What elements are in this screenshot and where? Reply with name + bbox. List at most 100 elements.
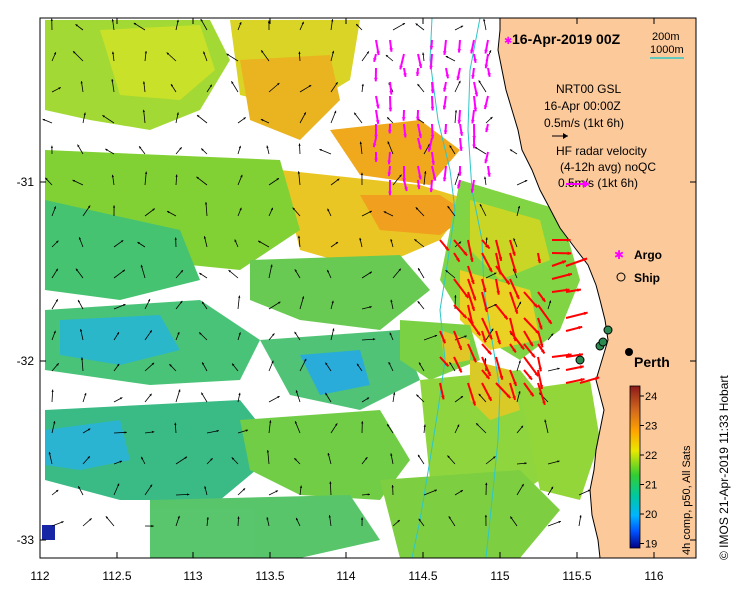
model-vector bbox=[206, 84, 213, 93]
model-vector bbox=[144, 393, 152, 403]
x-tick-label: 112.5 bbox=[102, 569, 131, 583]
red-vector bbox=[565, 288, 582, 293]
model-vector bbox=[175, 112, 179, 124]
model-vector bbox=[268, 177, 280, 186]
model-vector bbox=[423, 424, 426, 434]
model-vector bbox=[169, 363, 177, 372]
model-vector bbox=[327, 208, 332, 217]
model-vector bbox=[547, 520, 562, 527]
hf-radar-vectors bbox=[372, 39, 491, 196]
red-vector bbox=[481, 252, 493, 273]
model-vector bbox=[516, 179, 528, 186]
red-vector bbox=[453, 304, 468, 319]
model-vector bbox=[237, 145, 241, 155]
model-vector bbox=[266, 145, 270, 155]
model-vector bbox=[51, 268, 59, 279]
sst-patch bbox=[400, 320, 480, 380]
model-vector bbox=[144, 524, 154, 528]
model-vector bbox=[390, 299, 394, 310]
model-vector bbox=[516, 425, 524, 434]
model-vector bbox=[360, 172, 364, 186]
model-vector bbox=[325, 392, 332, 403]
red-vector bbox=[509, 291, 519, 314]
red-vector bbox=[523, 382, 535, 397]
model-vector bbox=[175, 269, 184, 279]
y-tick-label: -33 bbox=[17, 533, 35, 547]
red-vector bbox=[467, 278, 477, 301]
radar-vector bbox=[389, 39, 393, 52]
model-vector bbox=[42, 118, 53, 124]
model-vector bbox=[237, 516, 240, 527]
model-vector bbox=[299, 21, 304, 31]
model-vector bbox=[417, 83, 425, 93]
radar-subtitle: (4-12h avg) noQC bbox=[560, 160, 656, 174]
red-vector bbox=[523, 356, 539, 377]
model-vector bbox=[297, 235, 301, 248]
red-vector bbox=[537, 304, 553, 325]
red-vector bbox=[481, 369, 491, 380]
model-vector bbox=[51, 206, 57, 217]
model-vector bbox=[113, 269, 126, 279]
model-vector bbox=[478, 393, 487, 403]
x-tick-label: 116 bbox=[644, 569, 663, 583]
model-vector bbox=[454, 489, 464, 496]
sst-patch bbox=[60, 315, 180, 365]
model-vector bbox=[175, 146, 182, 155]
model-vector bbox=[268, 490, 279, 496]
model-vector bbox=[361, 306, 372, 310]
red-vector bbox=[537, 343, 546, 355]
model-vector bbox=[485, 456, 496, 465]
model-vector bbox=[166, 52, 177, 62]
model-vector bbox=[174, 422, 177, 434]
model-vector bbox=[454, 395, 464, 403]
colorbar-tick-label: 22 bbox=[645, 450, 657, 462]
model-vector bbox=[385, 54, 394, 62]
radar-vector bbox=[373, 53, 377, 63]
radar-vector bbox=[459, 137, 463, 151]
model-vector bbox=[330, 328, 335, 341]
red-vector bbox=[509, 252, 517, 274]
sst-patch bbox=[45, 420, 130, 470]
red-vector bbox=[537, 369, 544, 390]
credit: © IMOS 21-Apr-2019 11:33 Hobart bbox=[717, 375, 731, 560]
radar-vector bbox=[374, 151, 378, 162]
radar-vector bbox=[388, 95, 393, 112]
radar-vector bbox=[375, 109, 380, 125]
model-vector bbox=[105, 515, 115, 527]
model-vector bbox=[268, 395, 280, 403]
model-vector bbox=[330, 110, 337, 124]
model-vector bbox=[237, 117, 247, 124]
x-tick-label: 115 bbox=[490, 569, 509, 583]
model-vector bbox=[170, 83, 177, 93]
red-vector bbox=[495, 356, 504, 380]
red-vector bbox=[565, 378, 585, 384]
sst-patch bbox=[330, 120, 460, 185]
red-vector bbox=[453, 252, 461, 263]
model-vector bbox=[294, 457, 301, 465]
sst-patch bbox=[150, 495, 380, 558]
x-tick-label: 114.5 bbox=[408, 569, 437, 583]
model-current-vectors bbox=[42, 18, 591, 528]
ship-legend-icon bbox=[616, 272, 626, 282]
red-vector bbox=[579, 376, 600, 384]
model-vector bbox=[51, 421, 56, 434]
red-vector bbox=[537, 317, 543, 330]
radar-vector bbox=[429, 39, 434, 50]
model-vector bbox=[204, 202, 208, 217]
model-vector bbox=[474, 146, 487, 155]
model-vector bbox=[578, 515, 582, 527]
ship-marker bbox=[603, 325, 613, 335]
model-vector bbox=[144, 430, 155, 434]
model-vector bbox=[77, 144, 84, 155]
radar-vector bbox=[403, 67, 407, 78]
colorbar-label: 4h comp, p50, All Sats bbox=[681, 445, 693, 555]
radar-vector bbox=[387, 151, 392, 165]
model-vector bbox=[547, 300, 552, 310]
radar-vector bbox=[470, 39, 475, 54]
model-vector bbox=[475, 422, 487, 434]
red-vector bbox=[495, 330, 501, 345]
radar-scale: 0.5m/s (1kt 6h) bbox=[558, 176, 638, 190]
model-vector bbox=[516, 360, 521, 372]
radar-vector bbox=[457, 39, 462, 53]
radar-vector bbox=[430, 123, 435, 139]
